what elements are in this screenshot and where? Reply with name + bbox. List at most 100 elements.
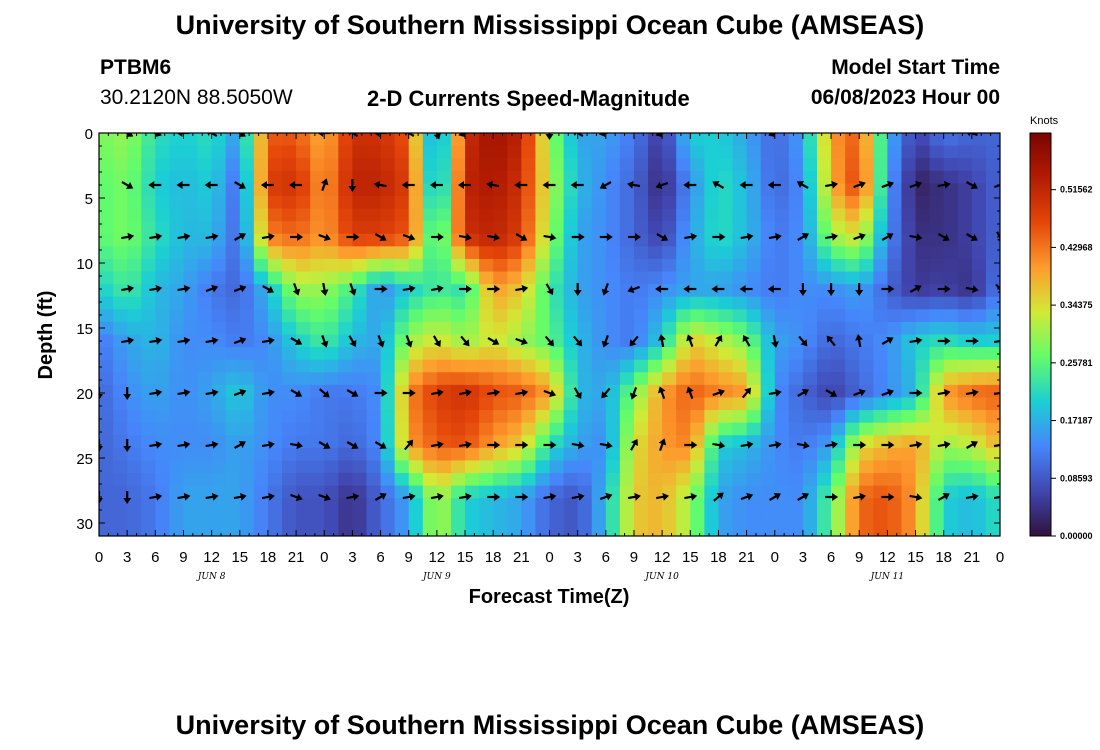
current-arrow <box>739 285 753 293</box>
heat-cell <box>450 296 466 310</box>
heat-cell <box>352 359 368 373</box>
heat-cell <box>394 195 410 210</box>
heat-cell <box>479 523 494 536</box>
heat-cell <box>239 334 255 348</box>
current-arrow <box>545 283 554 296</box>
heat-cell <box>676 246 691 260</box>
heat-cell <box>169 410 185 424</box>
current-arrow <box>853 388 866 397</box>
heat-cell <box>282 372 297 386</box>
current-arrow <box>261 336 275 345</box>
heat-cell <box>690 447 705 462</box>
heat-cell <box>845 246 860 260</box>
heat-cell <box>985 460 1000 474</box>
heat-cell <box>549 397 565 411</box>
day-label: JUN 8 <box>196 572 226 582</box>
heat-cell <box>352 321 368 336</box>
heat-cell <box>127 460 142 474</box>
heat-cell <box>591 233 607 247</box>
heat-cell <box>957 372 973 386</box>
heat-cell <box>282 221 297 235</box>
heat-cell <box>113 510 128 524</box>
heat-cell <box>648 258 663 273</box>
heat-cell <box>479 384 494 399</box>
current-arrow <box>346 389 359 397</box>
heat-cell <box>648 296 663 310</box>
heat-cell <box>366 321 382 336</box>
heat-cell <box>957 233 973 247</box>
heat-cell <box>971 397 987 411</box>
heat-cell <box>732 145 748 159</box>
heat-cell <box>577 460 593 474</box>
heat-cell <box>450 195 466 210</box>
heat-cell <box>155 170 170 184</box>
heat-cell <box>887 271 903 285</box>
heat-cell <box>521 133 537 147</box>
heat-cell <box>704 422 720 436</box>
heat-cell <box>943 460 959 474</box>
heat-cell <box>732 460 748 474</box>
heat-cell <box>422 359 438 373</box>
x-tick-label: 18 <box>935 549 952 566</box>
current-arrow <box>571 441 585 450</box>
heat-cell <box>253 473 269 487</box>
heat-cell <box>394 347 410 361</box>
heat-cell <box>760 435 776 449</box>
heat-cell <box>282 195 297 210</box>
heat-cell <box>408 271 424 285</box>
current-arrow <box>543 389 557 398</box>
heat-cell <box>985 284 1000 298</box>
heat-cell <box>873 460 888 474</box>
heat-cell <box>366 523 382 536</box>
heat-cell <box>253 460 269 474</box>
heat-cell <box>422 435 438 449</box>
heat-cell <box>816 473 832 487</box>
current-arrow <box>177 440 191 449</box>
heat-cell <box>479 510 494 524</box>
heat-cell <box>141 271 156 285</box>
heat-cell <box>211 309 227 323</box>
heat-cell <box>732 510 748 524</box>
heat-cell <box>788 271 804 285</box>
heat-cell <box>239 473 255 487</box>
heat-cell <box>760 158 776 172</box>
heat-cell <box>296 359 311 373</box>
heat-cell <box>605 183 621 197</box>
heat-cell <box>155 422 170 436</box>
current-arrow <box>346 233 360 241</box>
heat-cell <box>873 372 888 386</box>
heat-cell <box>619 447 635 462</box>
heat-cell <box>788 422 804 436</box>
heat-cell <box>239 145 255 159</box>
heat-cell <box>436 460 452 474</box>
current-arrow <box>855 283 864 296</box>
heat-cell <box>760 271 776 285</box>
heat-cell <box>239 296 255 310</box>
heat-cell <box>450 347 466 361</box>
current-arrow <box>543 441 557 449</box>
heat-cell <box>380 158 396 172</box>
heat-cell <box>662 473 677 487</box>
heat-cell <box>113 271 128 285</box>
heat-cell <box>282 271 297 285</box>
heat-cell <box>183 208 199 222</box>
heat-cell <box>648 359 663 373</box>
current-arrow <box>487 285 501 293</box>
heat-cell <box>662 510 677 524</box>
heat-cell <box>479 271 494 285</box>
heat-cell <box>394 422 410 436</box>
heat-cell <box>310 460 325 474</box>
heat-cell <box>971 133 987 147</box>
current-arrow <box>599 233 613 241</box>
heat-cell <box>99 359 114 373</box>
heat-cell <box>859 284 874 298</box>
heat-cell <box>141 460 156 474</box>
heat-cell <box>732 271 748 285</box>
heat-cell <box>211 334 227 348</box>
heat-cell <box>929 347 945 361</box>
heat-cell <box>450 510 466 524</box>
current-arrow <box>260 181 274 189</box>
heat-cell <box>352 498 368 512</box>
heat-cell <box>465 422 480 436</box>
heat-cell <box>845 410 860 424</box>
